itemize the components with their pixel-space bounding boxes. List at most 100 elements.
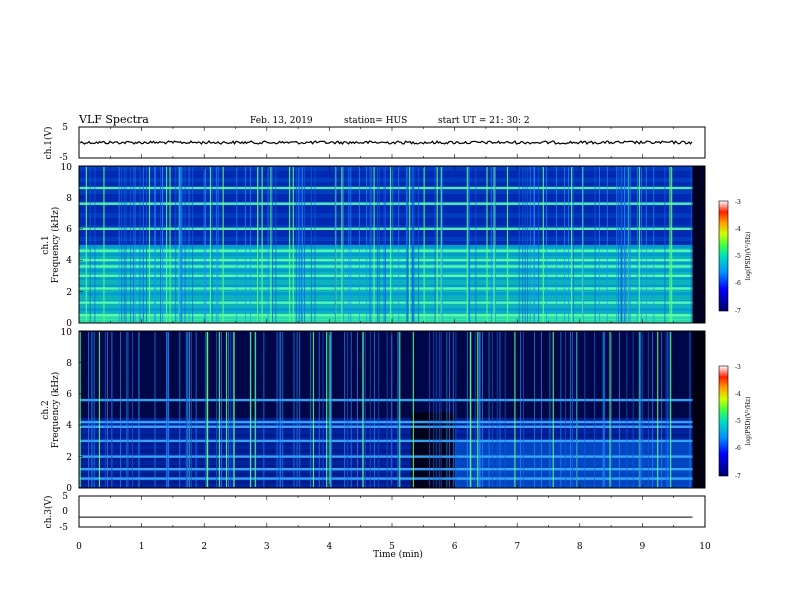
spec2-row [79,436,693,442]
spec2-row [79,460,693,465]
ch3-ytick-mid: 0 [62,507,68,517]
spec2-row [79,374,693,379]
ch1-ytick-8: 8 [66,194,72,204]
spec2-row [79,472,693,477]
spec2-row [79,338,693,344]
spec2-row [79,366,693,371]
spec2-band [79,439,693,443]
xtick-5: 5 [389,542,395,552]
station-label: station= HUS [344,116,407,126]
x-axis-label: Time (min) [373,549,423,560]
colorbar-ch1-label: log(PSD)(V²/Hz) [745,232,752,281]
spec2-row [79,401,693,407]
colorbar-ch2-tick-m4: -4 [735,391,741,398]
spec2-gap [410,412,455,488]
colorbar-ch2: -3 -4 -5 -6 -7 log(PSD)(V²/Hz) [718,364,752,480]
colorbar-ch2-gradient [718,365,729,477]
ch3-waveform-ylabel: ch.3(V) [43,496,54,529]
colorbar-ch2-tick-m7: -7 [735,473,741,480]
ch3-waveform-frame [78,495,706,528]
spec2-row [79,429,693,434]
spec2-row [79,413,693,418]
spec2-row [79,440,693,446]
ch1-waveform-line [79,140,693,146]
ch1-spectrogram-image [79,166,693,324]
xtick-0: 0 [76,542,82,552]
spec2-band [79,398,693,402]
xtick-7: 7 [514,542,520,552]
spec2-row [79,433,693,438]
spec2-row [79,468,693,473]
ch1-waveform-panel: 5 -5 ch.1(V) [43,123,706,163]
ch1-ytick-10: 10 [61,163,73,173]
spec2-row [79,444,693,450]
x-axis: 0 1 2 3 4 5 6 7 8 9 10 Time (min) [76,542,711,560]
ch3-ytick-top: 5 [62,492,68,502]
ch2-ytick-8: 8 [66,359,72,369]
xtick-3: 3 [264,542,270,552]
colorbar-ch2-label: log(PSD)(V²/Hz) [745,397,752,446]
spec2-row [79,389,693,395]
xtick-2: 2 [201,542,207,552]
xtick-10: 10 [699,542,711,552]
spec2-row [79,452,693,458]
ch1-ytick-2: 2 [66,288,72,298]
colorbar-ch2-tick-m3: -3 [735,364,741,371]
spec2-row [79,480,693,485]
ch1-ytick-0: 0 [66,319,72,329]
colorbar-ch2-tick-m5: -5 [735,418,741,425]
spec2-row [79,331,693,336]
xtick-1: 1 [139,542,145,552]
ch1-waveform-ylabel: ch.1(V) [43,127,54,160]
xtick-9: 9 [640,542,646,552]
spec2-row [79,448,693,454]
spec2-row [79,362,693,367]
colorbar-ch2-tick-m6: -6 [735,445,741,452]
spec2-row [79,417,693,422]
spec2-row [79,354,693,359]
xtick-6: 6 [452,542,458,552]
spec2-bright-low [454,440,693,488]
spec2-band [79,477,693,480]
spec2-row [79,382,693,387]
ch1-ytick-6: 6 [66,225,72,235]
spec2-row [79,409,693,414]
colorbar-ch1-tick-m5: -5 [735,253,741,260]
spec2-row [79,370,693,375]
spec2-band [79,467,693,471]
spec2-row [79,484,693,489]
spec2-row [79,464,693,469]
spec2-band [79,420,693,424]
ch2-ytick-10: 10 [61,328,73,338]
spec2-row [79,334,693,340]
date-label: Feb. 13, 2019 [250,116,313,126]
ch2-ytick-4: 4 [66,421,72,431]
spec2-row [79,342,693,348]
ch2-spectrogram-image [79,331,693,489]
ch2-spectrogram-panel: 0 2 4 6 8 10 ch.2 Frequency (kHz) [41,328,706,494]
colorbar-ch1-tick-m7: -7 [735,308,741,315]
colorbar-ch1: -3 -4 -5 -6 -7 log(PSD)(V²/Hz) [718,199,752,315]
ch1-ytick-4: 4 [66,256,72,266]
axis-ticks [78,127,706,527]
spec2-row [79,421,693,426]
ch2-ytick-2: 2 [66,453,72,463]
figure-title: VLF Spectra [78,113,149,126]
xtick-8: 8 [577,542,583,552]
spec2-band [79,455,693,458]
spec2-row [79,393,693,399]
spec2-band [79,425,693,428]
xtick-4: 4 [327,542,333,552]
spec2-row [79,456,693,462]
ch3-waveform-panel: 5 0 -5 ch.3(V) [43,492,706,533]
ch2-frequency-ylabel: Frequency (kHz) [50,372,61,449]
ch2-spectrogram-ylabel: ch.2 [41,400,51,419]
colorbar-ch1-tick-m6: -6 [735,280,741,287]
ch1-frequency-ylabel: Frequency (kHz) [50,207,61,284]
colorbar-ch1-gradient [718,200,729,312]
colorbar-ch1-tick-m4: -4 [735,226,741,233]
ch2-ytick-0: 0 [66,484,72,494]
spec2-row [79,378,693,383]
